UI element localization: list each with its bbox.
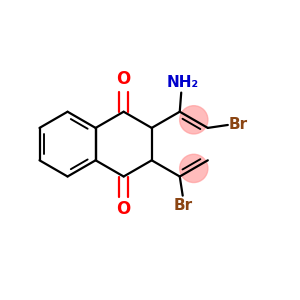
Text: O: O [116, 200, 131, 218]
Circle shape [180, 106, 208, 134]
Text: O: O [116, 70, 131, 88]
Text: NH₂: NH₂ [167, 75, 199, 90]
Text: Br: Br [173, 198, 192, 213]
Text: Br: Br [229, 118, 248, 133]
Circle shape [180, 154, 208, 182]
